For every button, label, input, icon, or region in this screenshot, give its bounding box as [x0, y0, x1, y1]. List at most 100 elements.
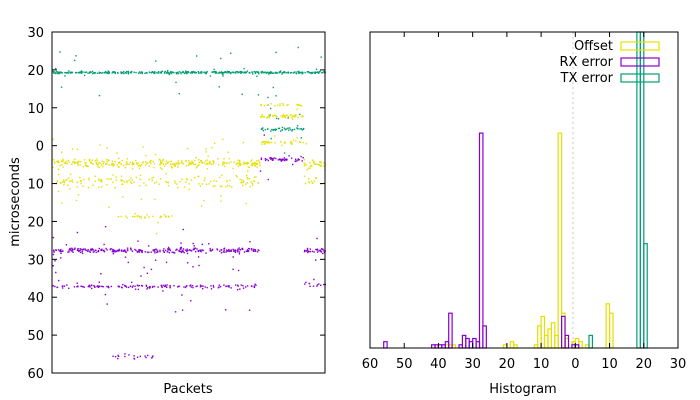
scatter-point — [264, 140, 266, 143]
scatter-point — [320, 165, 322, 167]
scatter-point — [141, 162, 144, 164]
scatter-point — [168, 248, 171, 250]
scatter-point — [238, 247, 240, 249]
scatter-point — [215, 72, 218, 74]
scatter-point — [111, 160, 114, 162]
scatter-point — [310, 180, 313, 182]
scatter-point — [75, 199, 78, 202]
scatter-point — [55, 271, 57, 274]
scatter-point — [65, 179, 67, 182]
scatter-point — [74, 158, 76, 160]
scatter-point — [224, 165, 226, 168]
scatter-point — [227, 250, 229, 252]
scatter-point — [232, 256, 234, 258]
scatter-point — [61, 151, 63, 153]
scatter-point — [238, 251, 241, 253]
scatter-point — [191, 250, 193, 252]
scatter-point — [186, 147, 189, 150]
scatter-point — [153, 163, 156, 165]
scatter-point — [83, 286, 85, 288]
scatter-point — [153, 182, 156, 184]
scatter-point — [176, 248, 178, 251]
scatter-point — [191, 161, 193, 163]
scatter-point — [145, 72, 147, 74]
scatter-point — [152, 250, 155, 252]
scatter-point — [120, 179, 122, 181]
scatter-point — [237, 249, 239, 251]
scatter-point — [275, 157, 277, 160]
scatter-point — [177, 286, 179, 288]
scatter-point — [299, 141, 301, 143]
scatter-point — [146, 251, 149, 253]
scatter-point — [247, 162, 249, 164]
scatter-point — [122, 283, 124, 286]
scatter-point — [320, 161, 322, 163]
scatter-point — [125, 70, 128, 73]
scatter-point — [190, 284, 192, 286]
scatter-point — [287, 117, 289, 119]
scatter-point — [78, 72, 80, 74]
scatter-point — [212, 286, 215, 288]
scatter-point — [238, 253, 241, 255]
scatter-point — [166, 181, 168, 184]
scatter-point — [167, 184, 170, 187]
scatter-point — [57, 160, 60, 162]
scatter-point — [140, 164, 143, 166]
scatter-point — [237, 269, 240, 272]
scatter-point — [57, 168, 60, 170]
scatter-point — [296, 71, 298, 73]
scatter-point — [124, 355, 126, 358]
scatter-point — [149, 286, 151, 288]
histogram-x-tick-label: 30 — [670, 357, 687, 372]
scatter-point — [242, 180, 245, 182]
scatter-point — [159, 164, 161, 166]
scatter-point — [278, 71, 281, 73]
scatter-point — [266, 104, 269, 106]
scatter-point — [60, 252, 62, 254]
scatter-point — [53, 161, 56, 163]
scatter-point — [117, 250, 119, 252]
scatter-point — [111, 72, 113, 74]
scatter-point — [58, 173, 60, 176]
scatter-point — [189, 249, 191, 251]
scatter-point — [172, 163, 174, 165]
scatter-point — [301, 116, 303, 118]
scatter-point — [309, 248, 311, 250]
scatter-point — [175, 73, 178, 75]
scatter-point — [104, 71, 106, 74]
scatter-point — [138, 249, 140, 251]
scatter-point — [76, 186, 78, 188]
scatter-point — [297, 104, 299, 107]
histogram-bar — [383, 341, 388, 349]
scatter-point — [170, 70, 172, 73]
scatter-point — [140, 198, 143, 200]
scatter-point — [254, 283, 256, 285]
scatter-point — [192, 71, 194, 73]
scatter-point — [157, 286, 159, 288]
scatter-point — [180, 246, 183, 249]
scatter-point — [135, 176, 138, 179]
scatter-point — [281, 144, 283, 147]
scatter-point — [279, 158, 282, 161]
scatter-point — [226, 162, 228, 164]
scatter-point — [284, 115, 286, 117]
scatter-point — [313, 180, 316, 182]
scatter-point — [165, 160, 167, 162]
scatter-point — [234, 72, 237, 74]
scatter-point — [300, 105, 303, 107]
scatter-point — [232, 71, 234, 73]
scatter-point — [270, 141, 273, 144]
scatter-point — [112, 71, 114, 73]
scatter-point — [202, 285, 204, 287]
scatter-point — [195, 251, 197, 253]
scatter-point — [104, 71, 107, 73]
scatter-point — [101, 248, 103, 250]
scatter-point — [239, 70, 241, 73]
scatter-point — [200, 160, 202, 162]
scatter-point — [100, 178, 103, 181]
scatter-point — [152, 161, 154, 163]
scatter-point — [71, 249, 73, 251]
scatter-point — [214, 72, 217, 74]
scatter-point — [145, 356, 147, 359]
scatter-point — [281, 126, 284, 129]
